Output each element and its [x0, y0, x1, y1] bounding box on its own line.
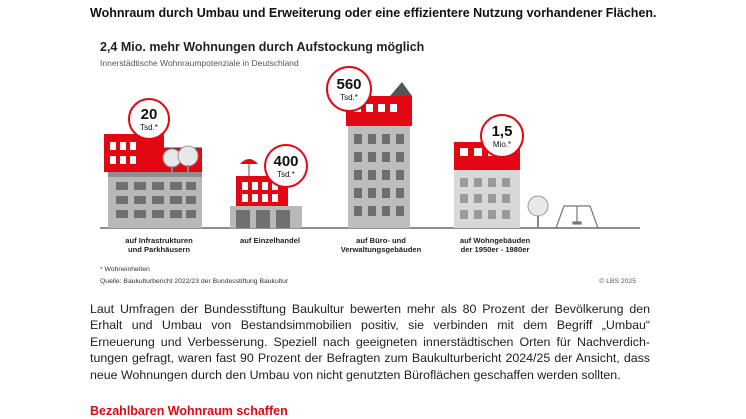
section-subheading: Bezahlbaren Wohnraum schaffen [90, 404, 288, 418]
paragraph-line: neue Wohnungen durch den Umbau von nicht… [90, 367, 621, 382]
residential-building-icon [454, 142, 599, 229]
caption-line-1: auf Büro- und [356, 236, 406, 245]
value-bubble: 20 Tsd.* [128, 98, 170, 140]
footnote: * Wohneinheiten [100, 266, 150, 273]
infographic-title: 2,4 Mio. mehr Wohnungen durch Aufstockun… [100, 40, 425, 54]
bubble-value: 20 [140, 105, 158, 123]
bubble-unit: Tsd.* [340, 92, 358, 102]
swing-icon [555, 205, 599, 229]
footnote-marker: * [100, 266, 103, 273]
bubble-value: 1,5 [491, 122, 513, 140]
bubble-value: 560 [336, 75, 362, 93]
caption-line-1: auf Einzelhandel [240, 236, 300, 245]
buildings-illustration [100, 82, 640, 229]
paragraph-line: Erhalt und Umbau von Bestandsimmobilien … [90, 318, 650, 333]
caption-line-1: auf Infrastrukturen [125, 236, 193, 245]
bubble-value: 400 [273, 152, 299, 170]
bubble-unit: Mio.* [492, 139, 512, 149]
bubble-unit: Tsd.* [277, 169, 295, 179]
infographic: 2,4 Mio. mehr Wohnungen durch Aufstockun… [90, 30, 650, 298]
retail-building-icon [230, 159, 302, 228]
category-caption: auf Infrastrukturen und Parkhäusern [104, 236, 214, 255]
paragraph-line: Laut Umfragen der Bundesstiftung Baukult… [90, 302, 650, 316]
caption-line-2: und Parkhäusern [127, 245, 191, 255]
category-caption: auf Einzelhandel [220, 236, 320, 245]
caption-line-2: Verwaltungsgebäuden [340, 245, 422, 255]
body-paragraph: Laut Umfragen der Bundesstiftung Baukult… [90, 301, 650, 383]
caption-line-2: der 1950er - 1980er [460, 245, 530, 255]
copyright-credit: © LBS 2025 [599, 278, 636, 285]
value-bubble: 400 Tsd.* [264, 144, 308, 188]
paragraph-line: Erneuerung und Verbesserung. Speziell na… [90, 334, 650, 349]
bubble-unit: Tsd.* [140, 122, 158, 132]
value-bubble: 560 Tsd.* [326, 66, 372, 112]
infographic-subtitle: Innerstädtische Wohnraumpotenziale in De… [100, 58, 299, 68]
category-caption: auf Wohngebäuden der 1950er - 1980er [440, 236, 550, 255]
source-note: Quelle: Baukulturbericht 2022/23 der Bun… [100, 278, 289, 285]
caption-line-1: auf Wohngebäuden [459, 236, 531, 245]
footnote-text: Wohneinheiten [104, 266, 150, 273]
paragraph-line: tungen gefragt, waren fast 90 Prozent de… [90, 351, 650, 366]
parking-building-icon [104, 134, 202, 228]
category-caption: auf Büro- und Verwaltungsgebäuden [326, 236, 436, 255]
section-heading: Wohnraum durch Umbau und Erweiterung ode… [90, 6, 657, 20]
value-bubble: 1,5 Mio.* [480, 114, 524, 158]
